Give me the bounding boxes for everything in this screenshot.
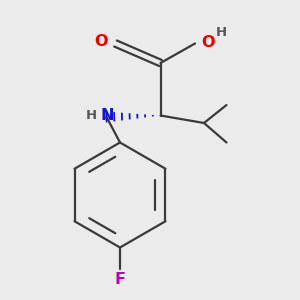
Text: F: F — [115, 272, 125, 287]
Text: O: O — [94, 34, 108, 50]
Text: N: N — [100, 108, 114, 123]
Text: O: O — [202, 35, 215, 50]
Text: H: H — [215, 26, 226, 39]
Text: H: H — [85, 109, 97, 122]
